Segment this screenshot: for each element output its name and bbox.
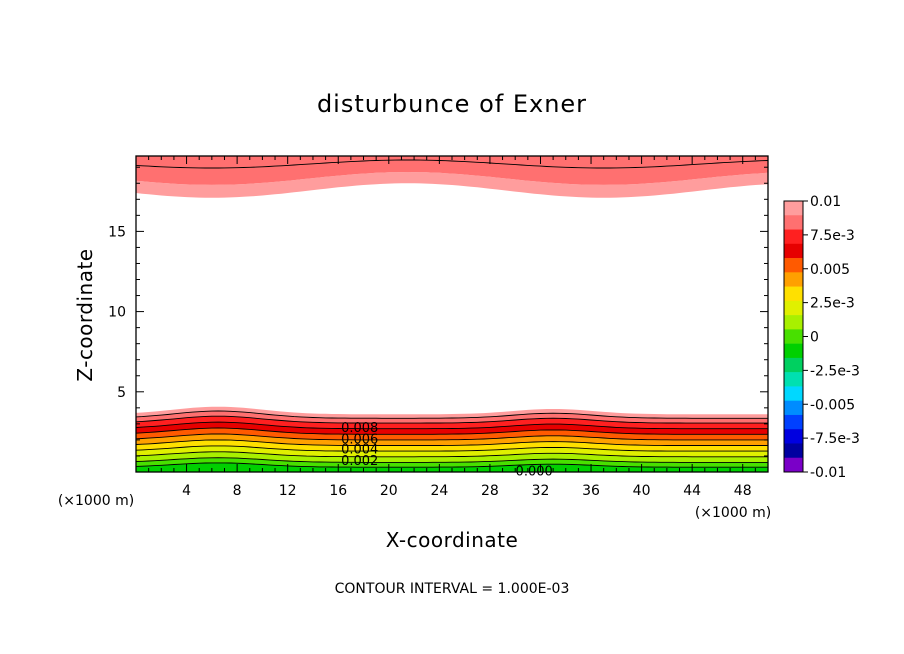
colorbar-swatch (784, 315, 803, 330)
contour-line (135, 427, 768, 435)
contour-band (136, 172, 768, 198)
colorbar-label: -0.01 (810, 465, 846, 481)
colorbar-label: 0 (810, 330, 819, 346)
contour-label: 0.006 (341, 432, 378, 447)
contour-line (135, 159, 769, 169)
contour-label: 0.004 (341, 443, 378, 458)
colorbar-swatch (784, 229, 803, 245)
colorbar-swatch (784, 243, 803, 259)
y-tick-label: 10 (108, 305, 126, 321)
colorbar-swatch (784, 386, 803, 401)
colorbar-swatch (784, 457, 803, 473)
contour-band (136, 411, 768, 424)
x-tick-label: 40 (633, 483, 651, 499)
contour-line (135, 439, 768, 446)
x-tick-label: 32 (532, 483, 550, 499)
x-tick-label: 8 (233, 483, 242, 499)
colorbar-swatch (784, 343, 803, 359)
colorbar-swatch (784, 258, 803, 273)
contour-band (136, 416, 768, 429)
x-tick-label: 20 (380, 483, 398, 499)
y-tick-label: 5 (117, 385, 126, 401)
x-tick-label: 16 (329, 483, 347, 499)
contour-line (135, 462, 768, 468)
contour-band (136, 406, 768, 419)
contour-line (135, 451, 768, 458)
colorbar-swatch (784, 429, 803, 444)
x-axis-title: X-coordinate (386, 528, 519, 552)
contour-band (136, 156, 768, 185)
colorbar-swatch (784, 215, 803, 230)
colorbar-swatch (784, 372, 803, 387)
x-tick-label: 4 (182, 483, 191, 499)
x-tick-label: 48 (734, 483, 752, 499)
contour-band (136, 428, 768, 440)
y-tick-label: 15 (108, 224, 126, 240)
colorbar-label: 2.5e-3 (810, 296, 855, 312)
x-tick-label: 28 (481, 483, 499, 499)
colorbar: 0.01 7.5e-3 0.005 2.5e-3 0 -2.5e-3 -0.005 -7.5e… (783, 194, 860, 481)
contour-line (135, 421, 768, 430)
x-tick-label: 24 (430, 483, 448, 499)
contour-line-layer (135, 159, 769, 468)
contour-band (136, 422, 768, 435)
colorbar-label: 7.5e-3 (810, 228, 855, 244)
contour-line (135, 410, 768, 419)
contour-interval-note: CONTOUR INTERVAL = 1.000E-03 (335, 581, 570, 597)
colorbar-swatch (784, 300, 803, 316)
colorbar-label: -0.005 (810, 397, 855, 413)
colorbar-label: 0.005 (810, 262, 850, 278)
colorbar-swatch (784, 443, 803, 459)
colorbar-label: -2.5e-3 (810, 363, 860, 379)
colorbar-swatch (784, 286, 803, 302)
contour-line (135, 433, 768, 441)
colorbar-swatch (784, 201, 803, 216)
colorbar-swatch (784, 272, 803, 287)
colorbar-swatch (784, 329, 803, 344)
x-unit-label-right: (×1000 m) (695, 505, 771, 521)
contour-band (136, 451, 768, 463)
x-unit-label-left: (×1000 m) (58, 493, 134, 509)
colorbar-swatch (784, 400, 803, 416)
contour-line (135, 415, 768, 424)
x-tick-label: 12 (279, 483, 297, 499)
x-tick-label: 44 (683, 483, 701, 499)
contour-fill-layer (136, 156, 768, 472)
axis-ticks (136, 156, 768, 472)
contour-line (135, 445, 768, 452)
contour-label: 0.008 (341, 421, 378, 436)
colorbar-swatch (784, 414, 803, 430)
y-axis-title: Z-coordinate (73, 248, 97, 381)
colorbar-label: -7.5e-3 (810, 431, 860, 447)
contour-label: 0.000 (516, 464, 553, 479)
contour-line (135, 457, 768, 463)
colorbar-swatch (784, 357, 803, 373)
chart-title: disturbunce of Exner (317, 90, 587, 118)
x-tick-label: 36 (582, 483, 600, 499)
colorbar-label: 0.01 (810, 194, 841, 210)
contour-label: 0.002 (341, 454, 378, 469)
